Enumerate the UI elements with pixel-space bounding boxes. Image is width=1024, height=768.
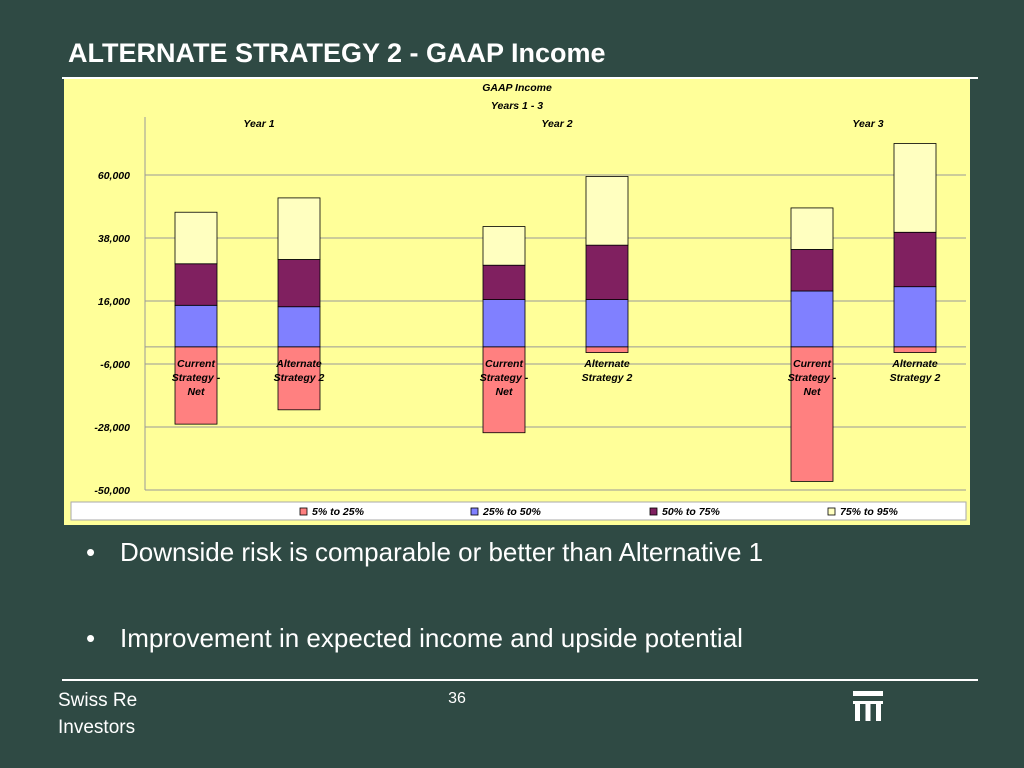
year-label: Year 2 <box>541 118 572 130</box>
chart-title: GAAP Income <box>482 82 552 94</box>
category-label-line: Net <box>188 386 205 398</box>
year-label: Year 3 <box>852 118 883 130</box>
bar-segment-75-to-95- <box>482 226 526 266</box>
bar-segment-25-to-50- <box>482 299 526 348</box>
legend-swatch <box>827 507 836 516</box>
category-label-line: Strategy 2 <box>582 372 633 384</box>
bar-segment-25-to-50- <box>790 290 834 348</box>
y-tick-label: 38,000 <box>98 233 130 245</box>
bars <box>174 143 937 482</box>
year-labels: Year 1 Year 2 Year 3 <box>243 118 883 130</box>
bar-segment-75-to-95- <box>790 207 834 250</box>
category-label-line: Strategy 2 <box>890 372 941 384</box>
category-label-line: Strategy - <box>788 372 837 384</box>
legend-label: 25% to 50% <box>482 506 541 518</box>
y-tick-label: 60,000 <box>98 170 130 182</box>
legend-swatch <box>649 507 658 516</box>
footer-company-line1: Swiss Re <box>58 690 138 711</box>
bullet-expected-income: Improvement in expected income and upsid… <box>84 623 763 709</box>
footer-company: Swiss Re Investors <box>58 687 137 741</box>
bar-segment-25-to-50- <box>585 299 629 348</box>
title-divider <box>62 77 978 79</box>
y-tick-label: 16,000 <box>98 296 130 308</box>
bar-segment-5-to-25- <box>482 346 526 434</box>
bar-segment-50-to-75- <box>790 249 834 292</box>
bar-segment-75-to-95- <box>277 197 321 260</box>
bullet-list: Downside risk is comparable or better th… <box>84 537 763 709</box>
category-label-line: Net <box>804 386 821 398</box>
page-number: 36 <box>448 690 466 707</box>
category-label-line: Current <box>793 358 831 370</box>
bar-segment-50-to-75- <box>174 263 218 306</box>
category-label: Alternate Strategy 2 <box>582 358 633 384</box>
category-label-line: Alternate <box>583 358 630 370</box>
bar-segment-75-to-95- <box>585 176 629 246</box>
gaap-income-chart: GAAP Income Years 1 - 3 Year 1 Year 2 Year… <box>64 79 970 525</box>
category-label-line: Current <box>177 358 215 370</box>
bar-segment-25-to-50- <box>893 286 937 348</box>
category-label: Alternate Strategy 2 <box>274 358 325 384</box>
category-label: Current Strategy - Net <box>480 358 529 398</box>
legend-label: 50% to 75% <box>662 506 720 518</box>
bar-segment-50-to-75- <box>893 231 937 288</box>
category-label: Current Strategy - Net <box>172 358 221 398</box>
bar-segment-25-to-50- <box>277 306 321 348</box>
year-label: Year 1 <box>243 118 274 130</box>
y-tick-label: -6,000 <box>100 359 130 371</box>
bar-segment-25-to-50- <box>174 304 218 348</box>
legend-swatch <box>470 507 479 516</box>
category-label: Current Strategy - Net <box>788 358 837 398</box>
bullet-downside-risk: Downside risk is comparable or better th… <box>84 537 763 623</box>
legend-label: 75% to 95% <box>840 506 898 518</box>
legend-label: 5% to 25% <box>312 506 365 518</box>
category-labels: Current Strategy - Net Alternate Strategy 2 C… <box>172 358 941 398</box>
category-label-line: Alternate <box>891 358 938 370</box>
slide-title: ALTERNATE STRATEGY 2 - GAAP Income <box>68 38 606 68</box>
legend: 5% to 25% 25% to 50% 50% to 75% 75% to 95% <box>299 506 898 518</box>
category-label: Alternate Strategy 2 <box>890 358 941 384</box>
bar-segment-75-to-95- <box>174 211 218 265</box>
category-label-line: Strategy 2 <box>274 372 325 384</box>
category-label-line: Strategy - <box>172 372 221 384</box>
bar-segment-50-to-75- <box>277 259 321 308</box>
bar-segment-50-to-75- <box>482 264 526 300</box>
legend-swatch <box>299 507 308 516</box>
bar-segment-75-to-95- <box>893 143 937 233</box>
y-tick-label: -28,000 <box>94 422 130 434</box>
legend-box <box>70 501 967 521</box>
bar-segment-50-to-75- <box>585 244 629 300</box>
bar-segment-5-to-25- <box>893 346 937 353</box>
category-label-line: Strategy - <box>480 372 529 384</box>
footer-company-line2: Investors <box>58 717 136 738</box>
swiss-re-logo-icon <box>853 691 883 721</box>
category-label-line: Current <box>485 358 523 370</box>
category-label-line: Net <box>496 386 513 398</box>
footer-divider <box>62 679 978 681</box>
bar-segment-5-to-25- <box>790 346 834 482</box>
bar-segment-5-to-25- <box>277 346 321 411</box>
y-tick-label: -50,000 <box>94 485 130 497</box>
category-label-line: Alternate <box>275 358 322 370</box>
chart-subtitle: Years 1 - 3 <box>491 100 543 112</box>
y-axis-ticks: 60,000 38,000 16,000 -6,000 -28,000 -50,000 <box>94 170 130 497</box>
bar-segment-5-to-25- <box>585 346 629 353</box>
